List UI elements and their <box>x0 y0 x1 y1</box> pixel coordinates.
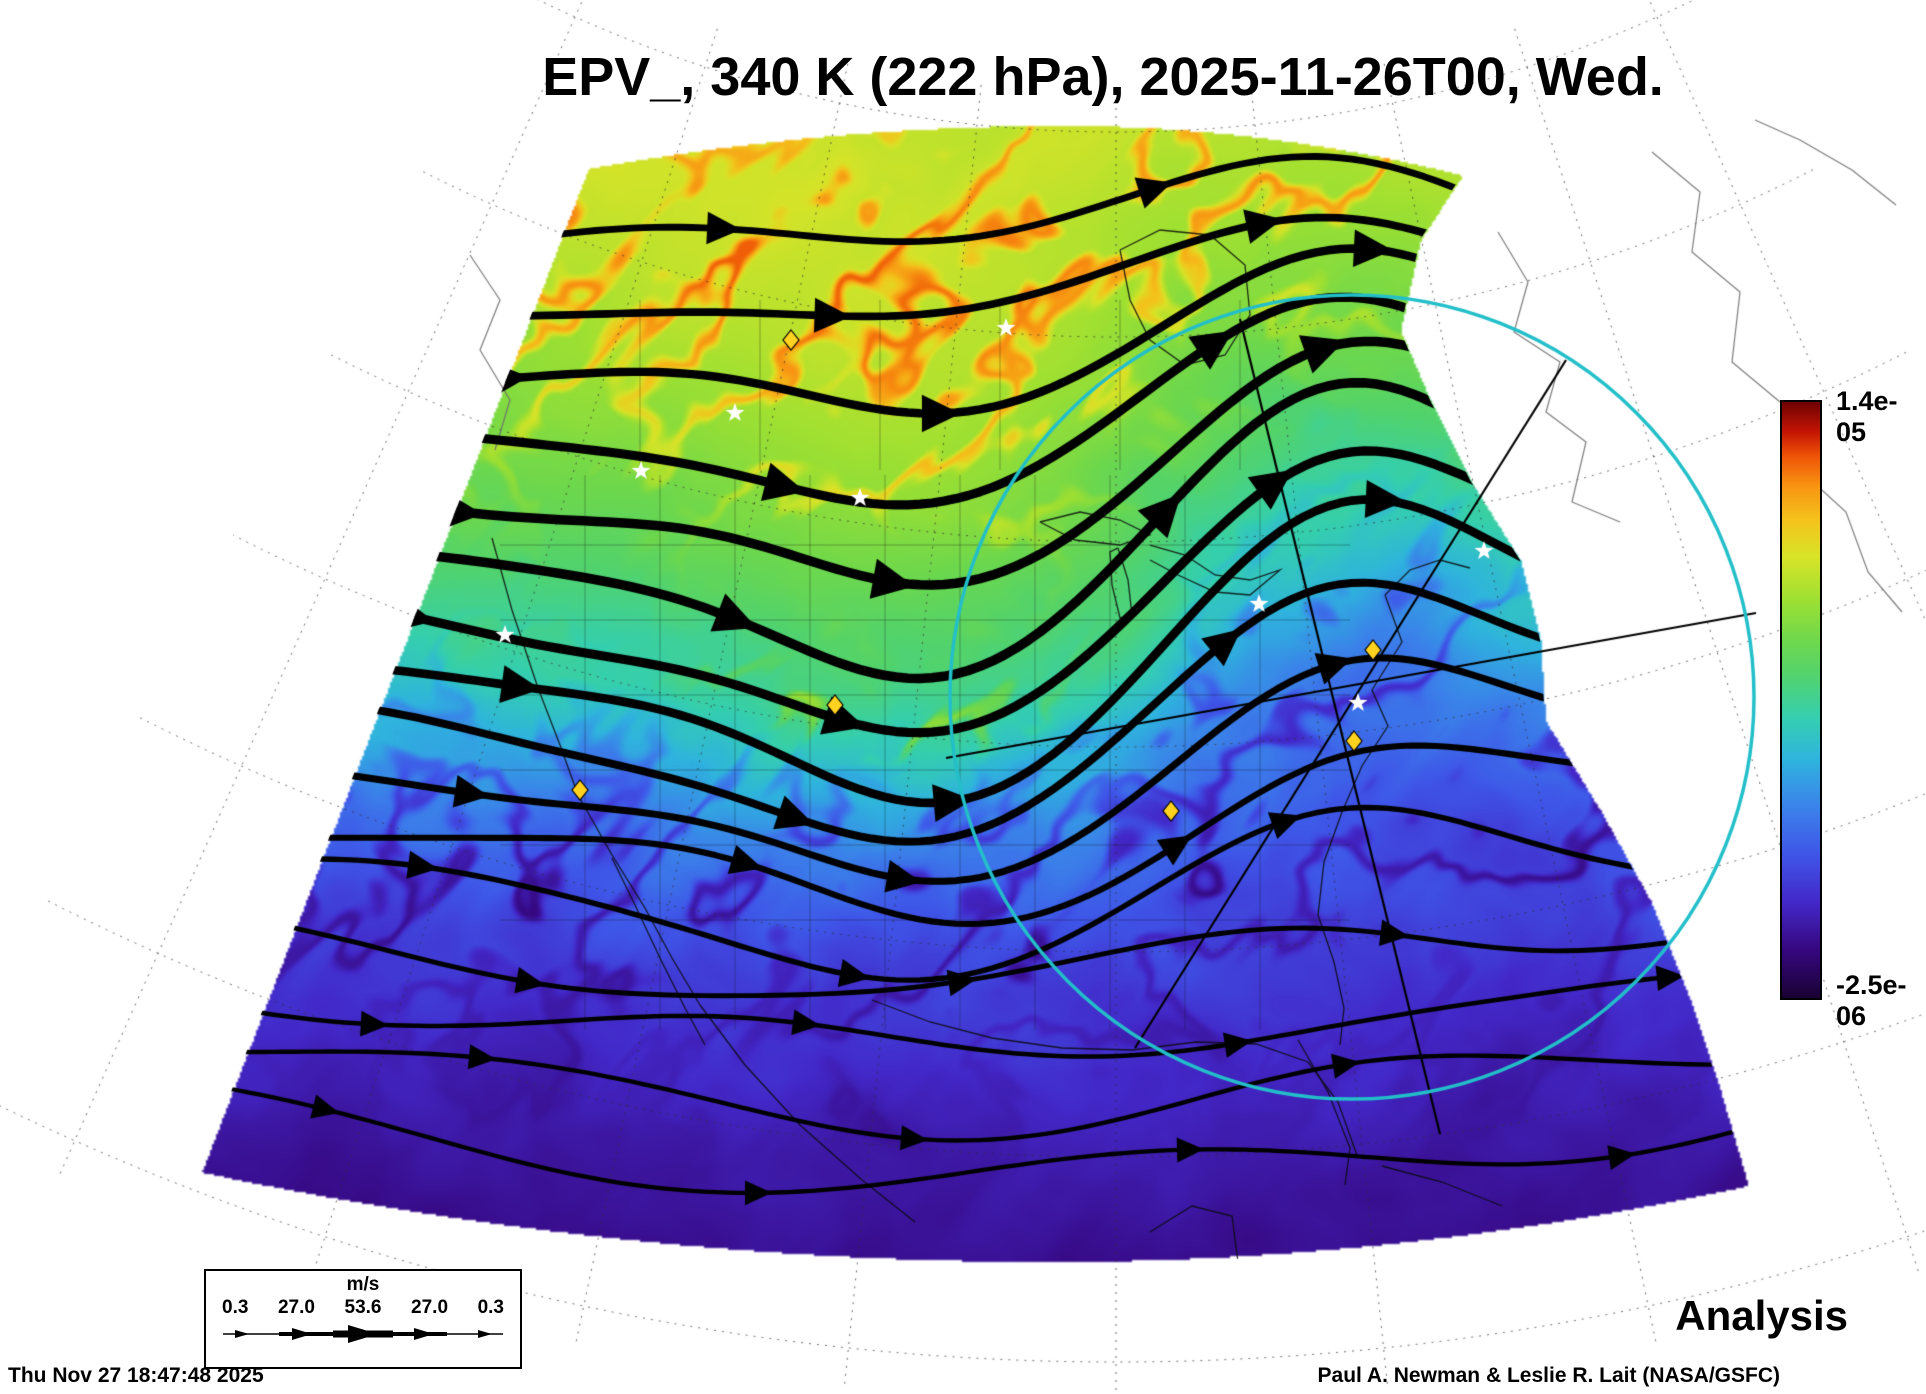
wind-legend-ticks: 0.3 27.0 53.6 27.0 0.3 <box>206 1296 520 1319</box>
wind-legend-tick: 0.3 <box>477 1297 504 1318</box>
wind-legend-tick: 0.3 <box>222 1297 249 1318</box>
credit-text: Paul A. Newman & Leslie R. Lait (NASA/GS… <box>1317 1364 1780 1387</box>
colorbar-min-label: -2.5e-06 <box>1836 970 1907 1031</box>
creation-timestamp: Thu Nov 27 18:47:48 2025 <box>8 1364 264 1387</box>
wind-speed-legend: m/s 0.3 27.0 53.6 27.0 0.3 <box>204 1269 522 1369</box>
colorbar-max-label: 1.4e-05 <box>1836 386 1898 447</box>
wind-legend-tick: 27.0 <box>411 1297 449 1318</box>
plot-title: EPV_, 340 K (222 hPa), 2025-11-26T00, We… <box>542 47 1664 107</box>
wind-arrow-scale-icon <box>223 1325 503 1343</box>
colorbar <box>1780 400 1822 1000</box>
analysis-label: Analysis <box>1675 1292 1848 1339</box>
wind-legend-tick: 27.0 <box>277 1297 315 1318</box>
wind-legend-tick: 53.6 <box>344 1297 382 1318</box>
wind-legend-units: m/s <box>346 1274 380 1295</box>
